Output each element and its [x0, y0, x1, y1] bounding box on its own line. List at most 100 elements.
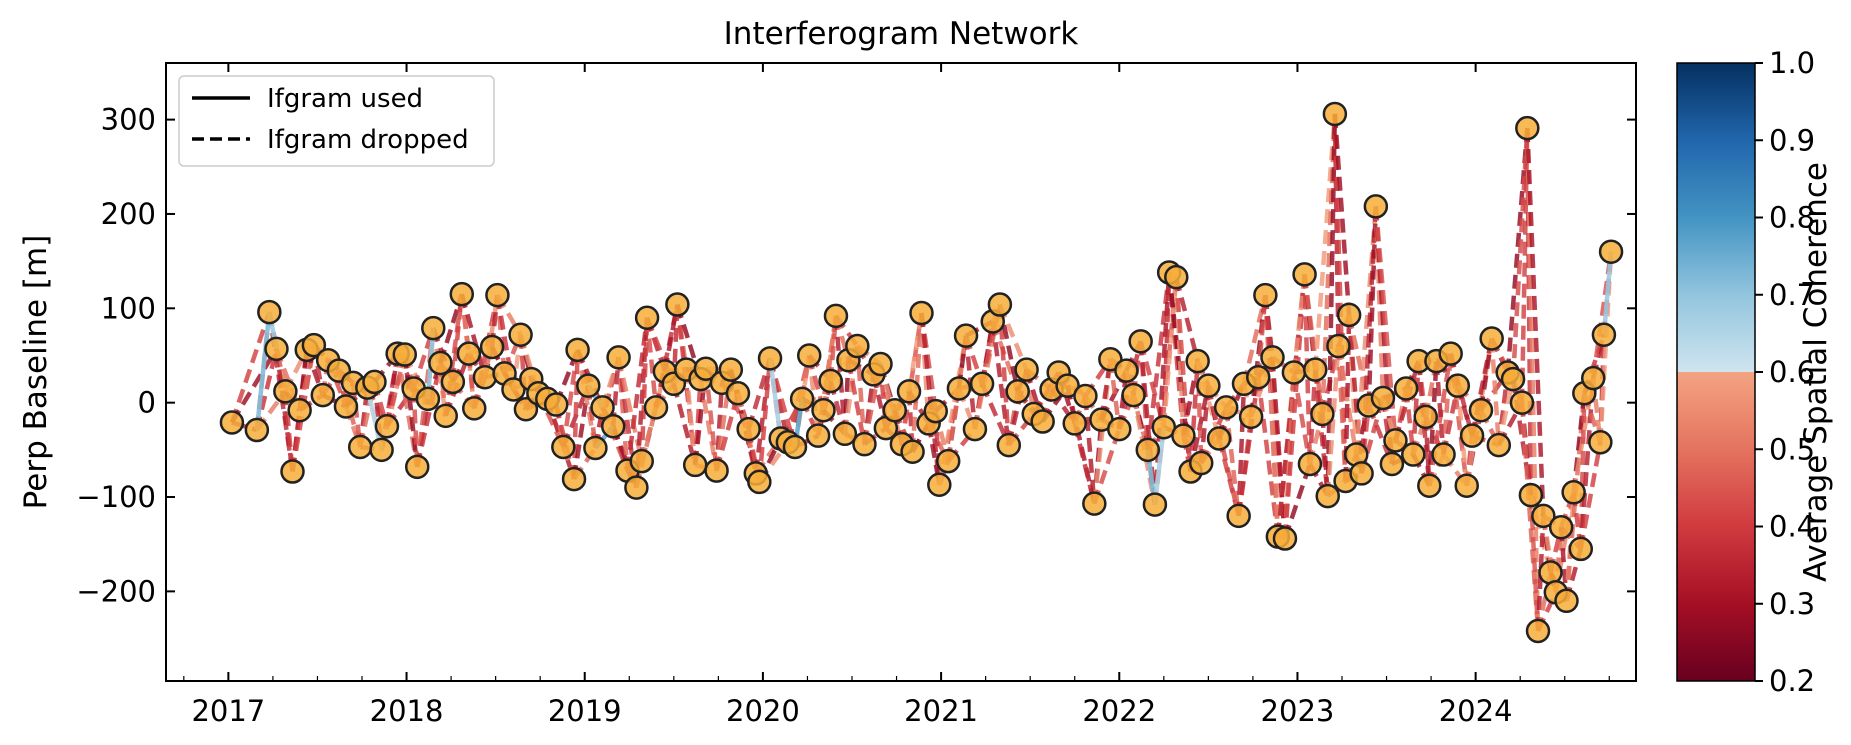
acquisition-point	[565, 337, 590, 363]
ifgram-used-edge	[767, 358, 783, 439]
acquisition-point	[362, 369, 387, 395]
ifgram-dropped-edge	[1083, 395, 1097, 504]
ifgram-used-edge	[1152, 426, 1167, 505]
acquisition-point	[1213, 395, 1239, 420]
acquisition-point	[1336, 302, 1362, 328]
acquisition-point	[1128, 329, 1153, 354]
acquisition-point	[953, 323, 979, 348]
acquisition-point	[962, 416, 988, 442]
acquisition-point	[1454, 473, 1479, 498]
ifgram-dropped-edge	[283, 391, 295, 472]
acquisition-point	[1515, 115, 1540, 141]
acquisition-point	[996, 432, 1022, 458]
acquisition-point	[1580, 365, 1606, 391]
plot-frame	[165, 62, 1637, 682]
ifgram-dropped-edge	[1578, 377, 1596, 550]
colorbar-tick-label: 0.6	[1769, 355, 1815, 389]
ifgram-dropped-edge	[1346, 314, 1371, 406]
acquisition-point	[629, 448, 654, 474]
colorbar-tick-label: 0.8	[1769, 201, 1815, 235]
ifgram-dropped-edge	[402, 354, 420, 468]
acquisition-point	[1363, 194, 1389, 219]
acquisition-point	[1445, 373, 1471, 398]
acquisition-point	[485, 282, 510, 308]
acquisition-point	[935, 448, 961, 474]
ifgram-dropped-edge	[919, 312, 942, 485]
ifgram-dropped-edge	[753, 358, 773, 474]
acquisition-point	[1188, 450, 1214, 476]
acquisition-point	[392, 342, 418, 367]
ifgram-dropped-edge	[714, 382, 725, 471]
acquisition-point	[1171, 423, 1196, 448]
ifgram-dropped-edge	[1525, 128, 1546, 516]
x-tick-label: 2021	[904, 694, 978, 728]
y-axis-label: Perp Baseline [m]	[18, 235, 54, 510]
x-tick-label: 2017	[191, 694, 265, 728]
acquisition-point	[1486, 432, 1512, 458]
acquisition-point	[561, 466, 587, 492]
ifgram-dropped-edge	[571, 385, 591, 480]
acquisition-point	[219, 410, 245, 435]
ifgram-dropped-edge	[1469, 338, 1494, 437]
acquisition-point	[257, 299, 282, 325]
acquisition-point	[1379, 451, 1405, 477]
ifgram-dropped-edge	[384, 354, 407, 427]
ifgram-dropped-edge	[1198, 385, 1211, 464]
x-tick-label: 2020	[726, 694, 800, 728]
acquisition-point	[508, 322, 533, 347]
ifgram-dropped-edge	[1188, 361, 1200, 472]
ifgram-dropped-edge	[1161, 276, 1179, 428]
acquisition-point	[1303, 357, 1328, 382]
ifgram-dropped-edge	[1181, 360, 1200, 437]
acquisition-point	[1206, 426, 1232, 451]
ifgram-dropped-edge	[616, 357, 630, 471]
acquisition-point	[1538, 560, 1563, 585]
acquisition-point	[369, 437, 394, 463]
ifgram-dropped-edge	[1434, 360, 1446, 455]
ifgram-used-edge	[1601, 251, 1614, 335]
acquisition-point	[1281, 360, 1307, 385]
acquisition-point	[845, 333, 870, 359]
acquisition-point	[818, 368, 843, 394]
ifgram-dropped-edge	[1174, 276, 1200, 362]
colorbar: 0.2 0.3 0.4 0.5 0.6 0.7 0.8 0.9 1.0 Average Spat…	[1676, 46, 1834, 698]
acquisition-point	[479, 334, 505, 360]
acquisition-point	[882, 397, 908, 423]
acquisition-point	[1525, 618, 1551, 644]
acquisition-point	[1568, 536, 1594, 562]
acquisition-point	[1196, 373, 1221, 398]
acquisition-point	[1315, 483, 1340, 509]
acquisition-point	[244, 417, 270, 443]
acquisition-point	[805, 423, 831, 448]
acquisition-point	[1030, 409, 1055, 434]
acquisition-point	[693, 356, 719, 381]
acquisition-point	[428, 350, 453, 376]
acquisition-point	[927, 472, 952, 497]
acquisition-point	[1107, 416, 1132, 442]
acquisition-point	[1393, 376, 1419, 401]
plot-area: 2017 2018 2019 2020 2021 2022 2023 2024 −200 −10…	[18, 62, 1637, 728]
ifgram-used-edge	[254, 311, 272, 431]
acquisition-point	[1401, 442, 1426, 467]
acquisition-point	[634, 305, 660, 330]
acquisition-point	[900, 439, 925, 464]
acquisition-point	[456, 341, 482, 366]
x-tick-label: 2019	[548, 694, 622, 728]
acquisition-point	[1226, 503, 1251, 529]
ifgram-dropped-edge	[703, 368, 719, 471]
ifgram-dropped-edge	[990, 320, 1020, 393]
acquisition-point	[421, 315, 446, 341]
ifgram-dropped-edge	[1578, 441, 1603, 550]
acquisition-point	[665, 292, 690, 317]
acquisition-point	[923, 398, 948, 424]
acquisition-point	[310, 382, 336, 408]
acquisition-point	[1121, 382, 1146, 408]
ifgram-dropped-edge	[1535, 515, 1546, 632]
acquisition-point	[1479, 326, 1504, 351]
acquisition-point	[1014, 357, 1039, 382]
acquisition-point	[1164, 264, 1189, 290]
acquisition-point	[1073, 383, 1098, 409]
acquisition-point	[643, 395, 669, 420]
